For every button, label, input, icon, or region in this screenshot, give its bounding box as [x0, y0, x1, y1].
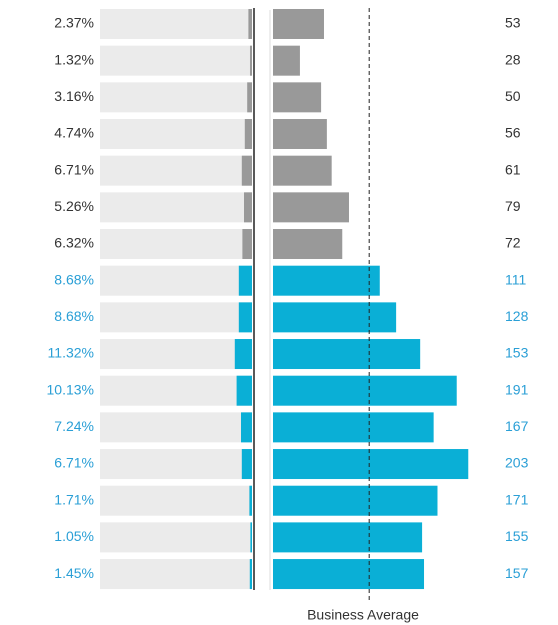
count-bar: [273, 522, 423, 553]
count-label: 53: [505, 15, 521, 31]
count-label: 111: [505, 271, 526, 287]
share-bar: [249, 559, 252, 590]
track: [100, 45, 252, 76]
share-label: 8.68%: [54, 308, 94, 324]
share-bar: [249, 485, 252, 516]
count-bar: [273, 229, 343, 260]
track: [100, 339, 252, 370]
count-label: 203: [505, 455, 529, 471]
track: [100, 412, 252, 443]
share-bar: [238, 265, 252, 296]
share-label: 1.71%: [54, 491, 94, 507]
share-bar: [250, 522, 252, 553]
count-label: 171: [505, 491, 529, 507]
track: [100, 449, 252, 480]
share-bar: [241, 449, 252, 480]
track: [100, 375, 252, 406]
share-bar: [242, 229, 252, 260]
share-bar: [248, 9, 252, 39]
count-bar: [273, 559, 425, 590]
share-label: 2.37%: [54, 15, 94, 31]
share-bar: [247, 82, 252, 113]
share-label: 10.13%: [47, 381, 94, 397]
count-label: 155: [505, 528, 529, 544]
count-bar: [273, 82, 322, 113]
share-label: 1.05%: [54, 528, 94, 544]
count-bar: [273, 412, 434, 443]
track: [100, 485, 252, 516]
track: [100, 229, 252, 260]
share-label: 1.45%: [54, 565, 94, 581]
share-label: 1.32%: [54, 51, 94, 67]
count-label: 79: [505, 198, 521, 214]
track: [100, 559, 252, 590]
share-label: 11.32%: [48, 345, 94, 361]
share-bar: [241, 155, 252, 186]
share-bar: [249, 45, 252, 76]
count-bar: [273, 9, 324, 39]
share-bar: [234, 339, 252, 370]
count-label: 157: [505, 565, 529, 581]
count-bar: [273, 265, 380, 296]
count-label: 56: [505, 125, 521, 141]
share-label: 3.16%: [54, 88, 94, 104]
count-bar: [273, 119, 327, 150]
count-label: 128: [505, 308, 529, 324]
count-label: 191: [505, 381, 529, 397]
average-label: Business Average: [307, 607, 419, 623]
count-bar: [273, 155, 332, 186]
count-bar: [273, 302, 397, 333]
track: [100, 522, 252, 553]
count-bar: [273, 375, 457, 406]
share-bar: [244, 119, 252, 150]
share-label: 6.71%: [54, 161, 94, 177]
share-bar: [244, 192, 252, 223]
track: [100, 302, 252, 333]
share-bar: [238, 302, 252, 333]
share-bar: [236, 375, 252, 406]
share-label: 6.32%: [54, 235, 94, 251]
share-label: 8.68%: [54, 271, 94, 287]
track: [100, 155, 252, 186]
count-label: 167: [505, 418, 529, 434]
share-label: 7.24%: [54, 418, 94, 434]
count-bar: [273, 485, 438, 516]
track: [100, 9, 252, 39]
count-bar: [273, 339, 421, 370]
share-label: 6.71%: [54, 455, 94, 471]
count-label: 72: [505, 235, 521, 251]
share-label: 5.26%: [54, 198, 94, 214]
track: [100, 119, 252, 150]
share-label: 4.74%: [54, 125, 94, 141]
track: [100, 82, 252, 113]
count-label: 50: [505, 88, 521, 104]
track: [100, 265, 252, 296]
share-bar: [240, 412, 252, 443]
count-label: 28: [505, 51, 521, 67]
count-label: 153: [505, 345, 529, 361]
count-label: 61: [505, 161, 521, 177]
count-bar: [273, 192, 349, 223]
count-bar: [273, 449, 469, 480]
track: [100, 192, 252, 223]
count-bar: [273, 45, 300, 76]
